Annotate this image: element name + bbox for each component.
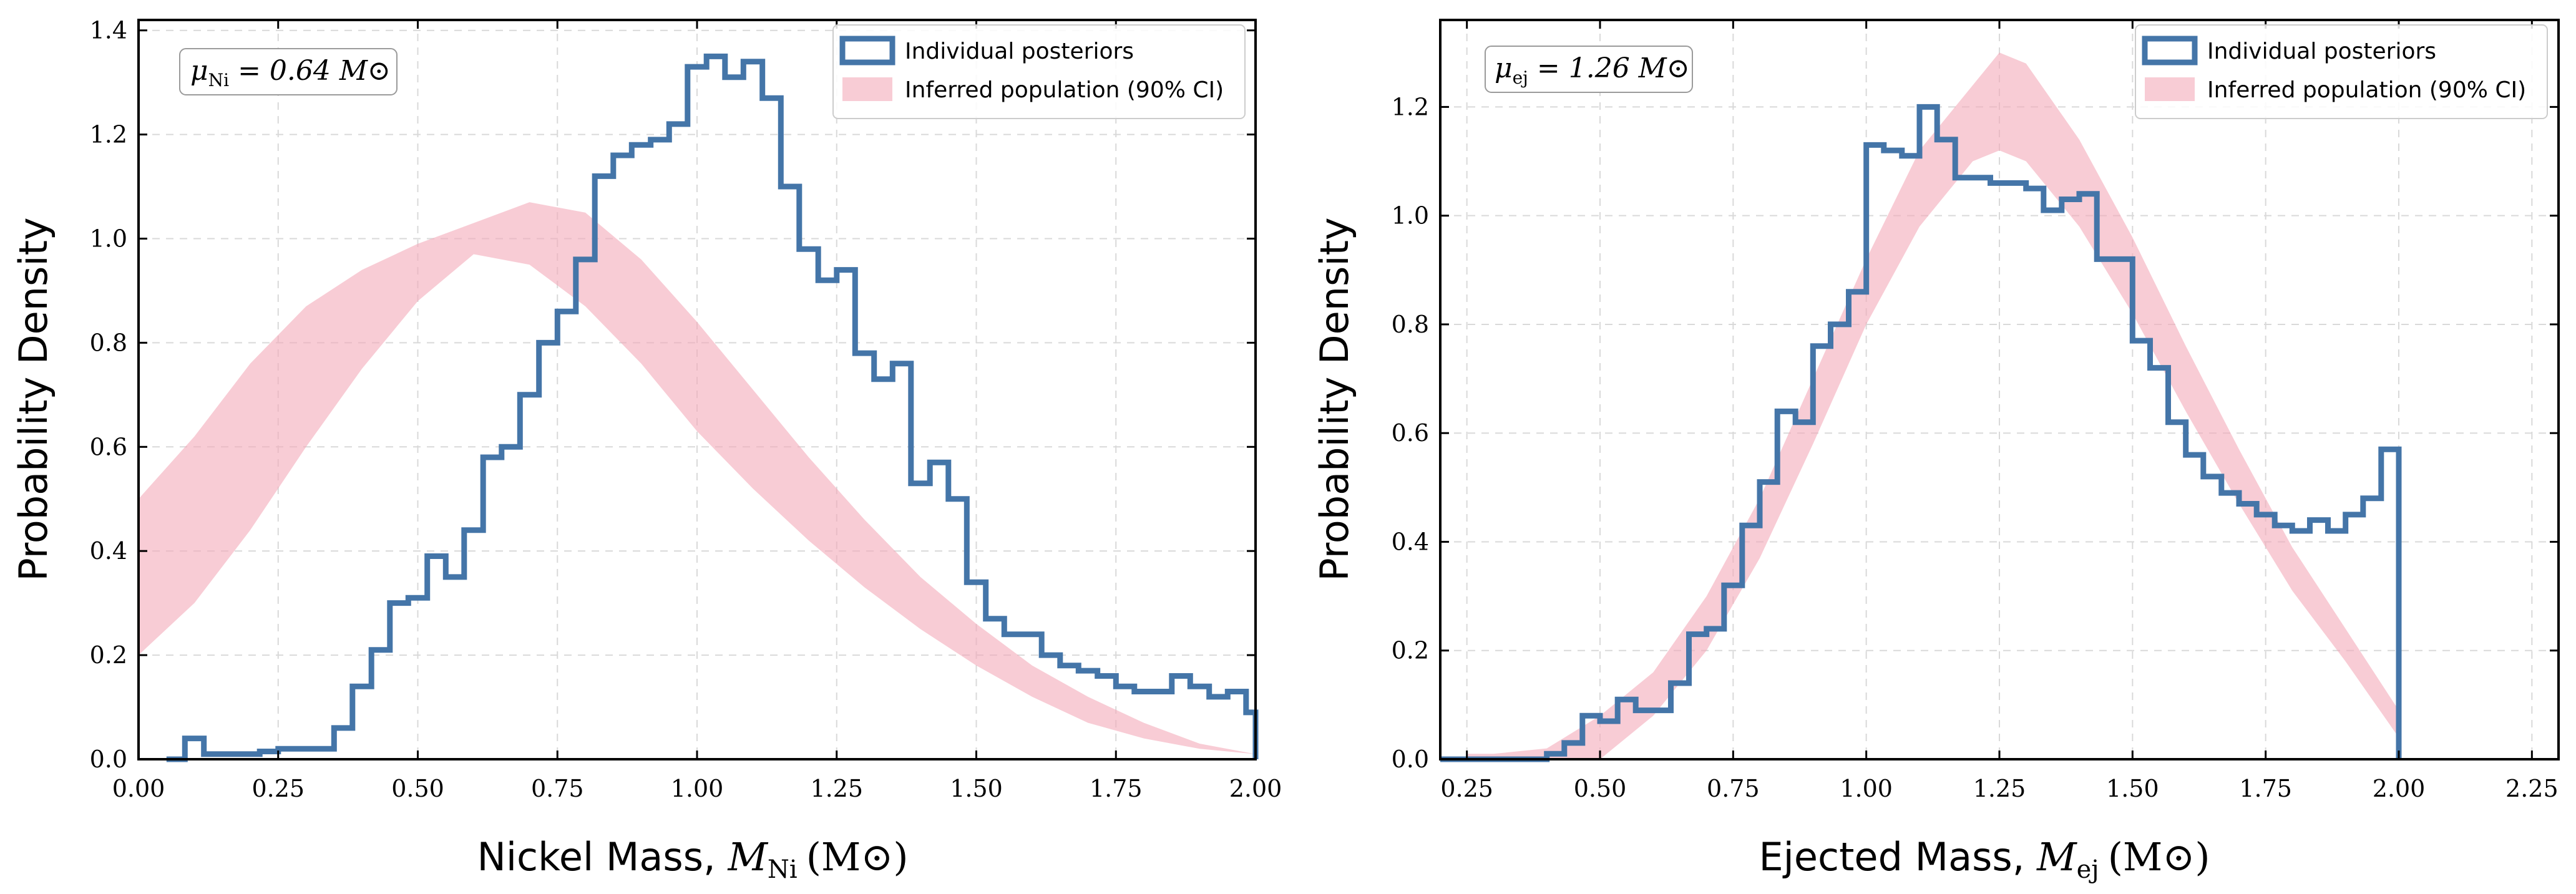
- posterior-step-line: [166, 53, 1259, 762]
- legend-swatch-posteriors: [839, 36, 895, 66]
- y-tick-label: 1.0: [1392, 202, 1429, 230]
- x-tick-label: 0.50: [1574, 775, 1627, 802]
- y-tick-label: 1.4: [90, 17, 127, 44]
- annotation-subscript: ej: [1513, 67, 1528, 88]
- annotation-box: μej = 1.26 M⊙: [1485, 46, 1693, 93]
- annotation-box: μNi = 0.64 M⊙: [179, 48, 398, 95]
- x-tick-label: 2.25: [2505, 775, 2559, 802]
- x-axis-label: Nickel Mass, MNi (M⊙): [477, 834, 908, 884]
- x-axis-label-unit: (M⊙): [2108, 834, 2210, 880]
- x-tick-label: 1.50: [950, 775, 1003, 802]
- y-tick-label: 0.4: [90, 537, 127, 565]
- y-tick-label: 1.0: [90, 225, 127, 252]
- legend-swatch-posteriors: [2142, 36, 2198, 66]
- annotation-symbol: μ: [190, 55, 208, 87]
- x-tick-label: 0.50: [391, 775, 444, 802]
- x-tick-label: 0.75: [1707, 775, 1760, 802]
- x-axis-label-subscript: ej: [2077, 855, 2099, 884]
- legend-swatch-population: [842, 77, 892, 101]
- annotation-rest: = 0.64 M⊙: [229, 55, 391, 87]
- posterior-histogram: [166, 53, 1259, 762]
- tick-labels: 0.00 0.25 0.50 0.75 1.00 1.25 1.50 1.75 2.00 0.0 0…: [90, 17, 1282, 802]
- x-tick-label: 1.75: [1090, 775, 1143, 802]
- y-tick-label: 0.6: [90, 433, 127, 460]
- posterior-histogram: [1440, 104, 2402, 762]
- x-tick-label: 0.75: [531, 775, 584, 802]
- y-tick-label: 0.6: [1392, 419, 1429, 447]
- annotation-text: μNi = 0.64 M⊙: [190, 55, 391, 90]
- x-axis-label: Ejected Mass, Mej (M⊙): [1759, 834, 2210, 884]
- x-tick-label: 1.50: [2106, 775, 2159, 802]
- legend-frame: [832, 24, 1246, 119]
- annotation-subscript: Ni: [208, 70, 230, 90]
- legend-label-population: Inferred population (90% CI): [905, 77, 1224, 103]
- legend-label-population: Inferred population (90% CI): [2207, 77, 2526, 103]
- axis-ticks: [137, 20, 1257, 760]
- annotation-text: μej = 1.26 M⊙: [1495, 52, 1690, 88]
- x-tick-label: 0.25: [251, 775, 305, 802]
- annotation-rest: = 1.26 M⊙: [1528, 52, 1690, 84]
- population-ci-band: [1466, 52, 2399, 759]
- population-band: [1466, 52, 2399, 759]
- x-tick-label: 1.25: [1973, 775, 2026, 802]
- legend: Individual posteriors Inferred populatio…: [832, 24, 1246, 119]
- y-tick-label: 0.2: [90, 641, 127, 669]
- y-tick-label: 0.2: [1392, 637, 1429, 664]
- legend-frame: [2135, 24, 2548, 119]
- legend: Individual posteriors Inferred populatio…: [2135, 24, 2548, 119]
- y-tick-label: 0.8: [1392, 311, 1429, 338]
- y-axis-label: Probability Density: [1312, 217, 1357, 581]
- x-axis-label-symbol: M: [2036, 834, 2077, 880]
- x-tick-label: 2.00: [1229, 775, 1282, 802]
- axis-ticks: [1440, 20, 2559, 760]
- y-tick-label: 1.2: [1392, 93, 1429, 120]
- x-axis-label-text: Ejected Mass,: [1759, 834, 2037, 880]
- y-tick-label: 0.8: [90, 329, 127, 356]
- ejected-mass-chart: 0.25 0.50 0.75 1.00 1.25 1.50 1.75 2.00 2.25 0.0 0…: [1312, 19, 2560, 884]
- y-tick-label: 0.0: [90, 746, 127, 773]
- y-axis-label: Probability Density: [11, 217, 56, 581]
- x-tick-label: 0.00: [112, 775, 165, 802]
- x-axis-label-text: Nickel Mass,: [477, 834, 728, 880]
- posterior-step-line: [1440, 104, 2402, 762]
- annotation-frame: [179, 48, 398, 95]
- y-tick-label: 0.0: [1392, 746, 1429, 773]
- legend-swatch-population: [2145, 77, 2195, 101]
- x-tick-label: 1.75: [2239, 775, 2292, 802]
- x-tick-label: 1.00: [1840, 775, 1893, 802]
- legend-label-posteriors: Individual posteriors: [2207, 39, 2436, 64]
- annotation-frame: [1485, 46, 1693, 93]
- x-tick-label: 1.00: [671, 775, 724, 802]
- x-tick-label: 1.25: [810, 775, 863, 802]
- x-axis-label-symbol: M: [727, 834, 768, 880]
- nickel-mass-chart: 0.00 0.25 0.50 0.75 1.00 1.25 1.50 1.75 2.00 0.0 0…: [11, 17, 1282, 884]
- legend-label-posteriors: Individual posteriors: [905, 39, 1134, 64]
- x-axis-label-unit: (M⊙): [806, 834, 909, 880]
- x-tick-label: 0.25: [1440, 775, 1493, 802]
- tick-labels: 0.25 0.50 0.75 1.00 1.25 1.50 1.75 2.00 2.25 0.0 0…: [1392, 93, 2559, 802]
- annotation-symbol: μ: [1495, 52, 1513, 84]
- y-tick-label: 1.2: [90, 121, 127, 148]
- y-tick-label: 0.4: [1392, 528, 1429, 555]
- x-axis-label-subscript: Ni: [768, 855, 798, 884]
- x-tick-label: 2.00: [2373, 775, 2426, 802]
